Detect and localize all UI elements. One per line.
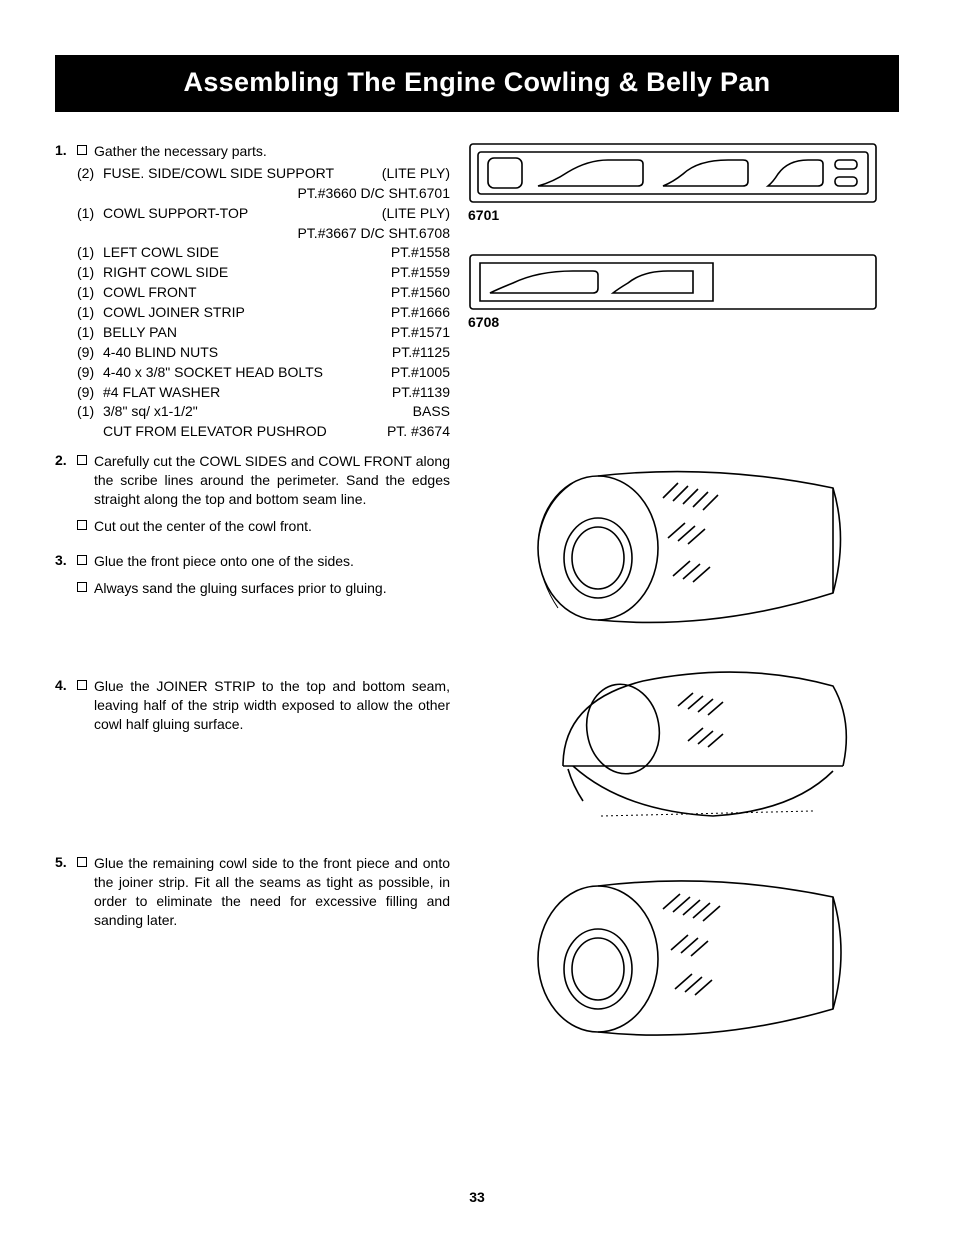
step-2b: Cut out the center of the cowl front. bbox=[94, 517, 450, 536]
part-sub: PT.#3667 D/C SHT.6708 bbox=[77, 224, 450, 244]
part-row: (1)RIGHT COWL SIDEPT.#1559 bbox=[77, 263, 450, 283]
diagram-6708-icon bbox=[468, 253, 878, 311]
part-row: (1)COWL SUPPORT-TOP(LITE PLY) bbox=[77, 204, 450, 224]
step-4a: Glue the JOINER STRIP to the top and bot… bbox=[94, 677, 450, 734]
step-3a: Glue the front piece onto one of the sid… bbox=[94, 552, 450, 571]
step-number: 3. bbox=[55, 552, 77, 600]
step-number: 2. bbox=[55, 452, 77, 538]
step-3b: Always sand the gluing surfaces prior to… bbox=[94, 579, 450, 598]
parts-list: (2)FUSE. SIDE/COWL SIDE SUPPORT(LITE PLY… bbox=[77, 164, 450, 442]
cowl-diagram-3-icon bbox=[513, 854, 863, 1054]
figure-6708: 6708 bbox=[468, 253, 899, 330]
part-row: (1)BELLY PANPT.#1571 bbox=[77, 323, 450, 343]
cowl-diagram-2-icon bbox=[513, 651, 863, 846]
checkbox-icon bbox=[77, 555, 87, 565]
step-number: 5. bbox=[55, 854, 77, 932]
part-row: (2)FUSE. SIDE/COWL SIDE SUPPORT(LITE PLY… bbox=[77, 164, 450, 184]
figure-label: 6701 bbox=[468, 207, 899, 223]
step-4: 4. Glue the JOINER STRIP to the top and … bbox=[55, 677, 450, 736]
checkbox-icon bbox=[77, 145, 87, 155]
part-row: (1)LEFT COWL SIDEPT.#1558 bbox=[77, 243, 450, 263]
page: Assembling The Engine Cowling & Belly Pa… bbox=[0, 0, 954, 1235]
step-5a: Glue the remaining cowl side to the fron… bbox=[94, 854, 450, 930]
part-row: (9)#4 FLAT WASHERPT.#1139 bbox=[77, 383, 450, 403]
step-2a: Carefully cut the COWL SIDES and COWL FR… bbox=[94, 452, 450, 509]
step-1: 1. Gather the necessary parts. (2)FUSE. … bbox=[55, 142, 450, 444]
part-row: CUT FROM ELEVATOR PUSHRODPT. #3674 bbox=[77, 422, 450, 442]
figure-label: 6708 bbox=[468, 314, 899, 330]
step-3: 3. Glue the front piece onto one of the … bbox=[55, 552, 450, 600]
step-1-intro: Gather the necessary parts. bbox=[94, 142, 450, 161]
part-row: (9)4-40 BLIND NUTSPT.#1125 bbox=[77, 343, 450, 363]
checkbox-icon bbox=[77, 680, 87, 690]
step-number: 4. bbox=[55, 677, 77, 736]
step-number: 1. bbox=[55, 142, 77, 444]
step-5: 5. Glue the remaining cowl side to the f… bbox=[55, 854, 450, 932]
step-2: 2. Carefully cut the COWL SIDES and COWL… bbox=[55, 452, 450, 538]
right-column: 6701 6708 bbox=[468, 142, 899, 1062]
page-number: 33 bbox=[0, 1189, 954, 1205]
part-row: (1)COWL JOINER STRIPPT.#1666 bbox=[77, 303, 450, 323]
left-column: 1. Gather the necessary parts. (2)FUSE. … bbox=[55, 142, 450, 1062]
checkbox-icon bbox=[77, 520, 87, 530]
figure-6701: 6701 bbox=[468, 142, 899, 223]
part-row: (9)4-40 x 3/8" SOCKET HEAD BOLTSPT.#1005 bbox=[77, 363, 450, 383]
diagram-6701-icon bbox=[468, 142, 878, 204]
figure-cowl-2 bbox=[513, 651, 899, 846]
figure-cowl-3 bbox=[513, 854, 899, 1054]
part-row: (1)COWL FRONTPT.#1560 bbox=[77, 283, 450, 303]
part-row: (1)3/8" sq/ x1-1/2"BASS bbox=[77, 402, 450, 422]
checkbox-icon bbox=[77, 857, 87, 867]
figure-cowl-1 bbox=[513, 443, 899, 643]
content-columns: 1. Gather the necessary parts. (2)FUSE. … bbox=[55, 142, 899, 1062]
checkbox-icon bbox=[77, 455, 87, 465]
page-title: Assembling The Engine Cowling & Belly Pa… bbox=[55, 55, 899, 112]
cowl-diagram-1-icon bbox=[513, 443, 863, 643]
checkbox-icon bbox=[77, 582, 87, 592]
part-sub: PT.#3660 D/C SHT.6701 bbox=[77, 184, 450, 204]
